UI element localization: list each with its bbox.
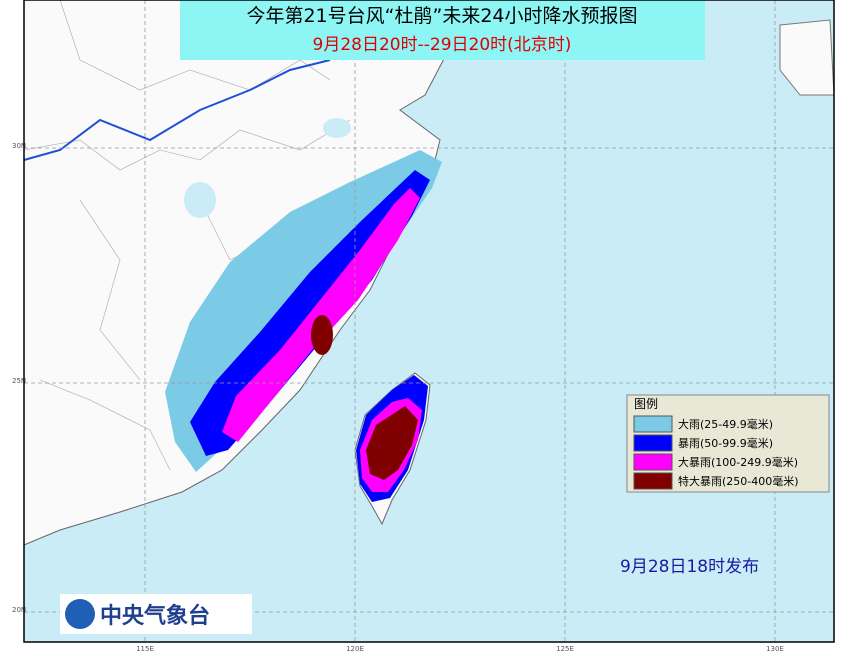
legend-label: 大雨(25-49.9毫米)	[678, 417, 773, 431]
rain-area	[222, 188, 420, 442]
island	[779, 19, 835, 96]
legend-label: 暴雨(50-99.9毫米)	[678, 436, 773, 450]
legend-title: 图例	[634, 397, 658, 411]
legend-label: 特大暴雨(250-400毫米)	[678, 474, 799, 488]
legend-swatch	[633, 453, 673, 471]
lat-label: 20N	[12, 606, 26, 614]
lat-label: 25N	[12, 377, 26, 385]
rain-area	[366, 406, 418, 480]
frame	[23, 0, 835, 643]
rain-area	[311, 315, 333, 355]
legend-label: 大暴雨(100-249.9毫米)	[678, 455, 798, 469]
subtitle: 9月28日20时--29日20时(北京时)	[313, 35, 572, 55]
title: 今年第21号台风“杜鹃”未来24小时降水预报图	[246, 5, 637, 27]
lat-label: 30N	[12, 142, 26, 150]
logo-icon	[65, 599, 95, 629]
legend-swatch	[633, 415, 673, 433]
river	[23, 59, 331, 161]
legend: 图例 大雨(25-49.9毫米) 暴雨(50-99.9毫米) 大暴雨(100-249…	[626, 394, 830, 493]
legend-swatch	[633, 472, 673, 490]
agency-name: 中央气象台	[100, 603, 210, 629]
release-time: 9月28日18时发布	[620, 557, 759, 577]
province-borders	[23, 0, 351, 471]
lake	[323, 118, 351, 138]
legend-swatch	[633, 434, 673, 452]
lon-label: 125E	[556, 645, 574, 653]
lake	[184, 182, 216, 218]
lon-label: 115E	[136, 645, 154, 653]
lon-label: 130E	[766, 645, 784, 653]
lon-label: 120E	[346, 645, 364, 653]
title-box	[180, 0, 705, 60]
